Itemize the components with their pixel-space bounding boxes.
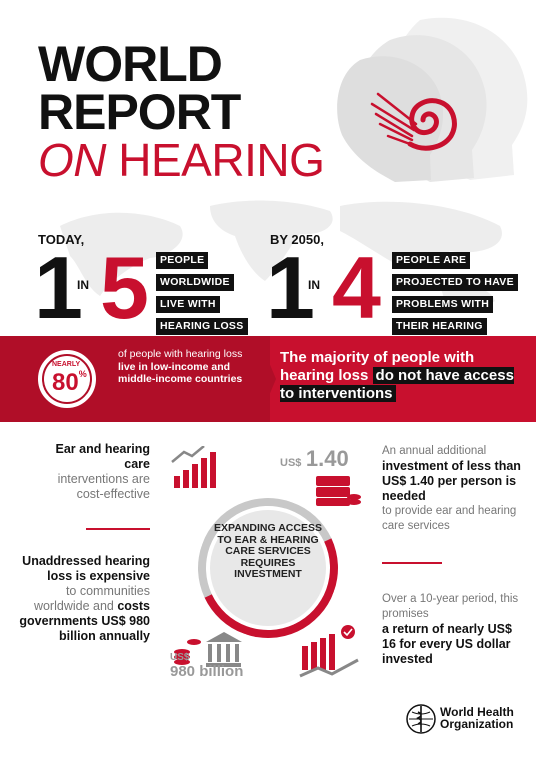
left-block-1-bold: Ear and hearing care (55, 442, 150, 471)
right-amount: US$ 1.40 (280, 446, 349, 472)
today-five: 5 (100, 238, 149, 337)
left-amount: US$ 980 billion (170, 652, 243, 680)
band-left-text: of people with hearing loss live in low-… (118, 348, 256, 386)
red-band-arrow (258, 336, 276, 422)
percent-sign: % (78, 369, 87, 379)
left-block-2-bold-1: Unaddressed hearing loss is expensive (22, 554, 150, 583)
right-block-2-bold: a return of nearly US$ 16 for every US d… (382, 622, 512, 666)
by2050-lead: BY 2050, (270, 232, 324, 247)
today-tag: LIVE WITH (156, 296, 220, 313)
left-block-2-grey: to communities worldwide and (33, 584, 150, 613)
right-block-2: Over a 10-year period, this promises a r… (382, 592, 522, 667)
title-line-3: ON HEARING (38, 134, 325, 186)
title-line-2: REPORT (38, 84, 241, 140)
nearly-label: NEARLY (52, 361, 81, 368)
by2050-tag: PROBLEMS WITH (392, 296, 494, 313)
who-logo-text: World Health Organization (440, 706, 514, 730)
band-right-text: The majority of people with hearing loss… (280, 349, 520, 403)
right-divider (382, 562, 442, 564)
right-block-1: An annual additional investment of less … (382, 444, 522, 534)
money-stack-icon (316, 476, 361, 506)
band-left-plain: of people with hearing loss (118, 348, 243, 360)
left-block-1-grey: interventions are cost-effective (57, 472, 150, 501)
center-text: EXPANDING ACCESS TO EAR & HEARING CARE S… (214, 522, 322, 580)
left-amount-currency: US$ (170, 652, 190, 663)
right-block-1-grey-2: to provide ear and hearing care services (382, 505, 517, 532)
by2050-four: 4 (332, 238, 381, 337)
percent-disc (44, 356, 90, 402)
today-in: IN (77, 278, 89, 292)
percent-ring (38, 350, 96, 408)
growth-chart-icon (171, 446, 216, 488)
percent-number: 80 (52, 369, 79, 396)
coins-bank-icon (174, 632, 242, 667)
right-block-2-grey: Over a 10-year period, this promises (382, 593, 519, 620)
by2050-tag: THEIR HEARING (392, 318, 487, 335)
band-right-plain: The majority of people with hearing loss (280, 349, 475, 384)
title-line-1: WORLD (38, 36, 223, 92)
by2050-tag: PEOPLE ARE (392, 252, 471, 269)
by2050-in: IN (308, 278, 320, 292)
left-block-2-rest: to communities worldwide and costs gover… (8, 584, 150, 644)
title-on: ON (38, 134, 107, 186)
band-left-bold: live in low-income and middle-income cou… (118, 360, 243, 386)
by2050-one: 1 (266, 238, 315, 337)
title-hearing: HEARING (106, 134, 325, 186)
percent-value: 80% (52, 369, 87, 397)
left-amount-value: 980 billion (170, 663, 244, 680)
today-tags: PEOPLE WORLDWIDE LIVE WITH HEARING LOSS (156, 250, 256, 338)
left-block-1: Ear and hearing care interventions are c… (50, 442, 150, 502)
right-block-1-grey-1: An annual additional (382, 445, 487, 457)
by2050-tag: PROJECTED TO HAVE (392, 274, 518, 291)
ear-spiral-icon (370, 92, 457, 151)
today-tag: HEARING LOSS (156, 318, 248, 335)
today-tag: WORLDWIDE (156, 274, 234, 291)
today-lead: TODAY, (38, 232, 85, 247)
center-disc (210, 510, 326, 626)
who-name-line-1: World Health (440, 705, 514, 719)
left-block-2-bold-2: costs governments US$ 980 billion annual… (19, 599, 150, 643)
right-amount-value: 1.40 (305, 446, 349, 471)
today-tag: PEOPLE (156, 252, 209, 269)
right-block-1-bold: investment of less than US$ 1.40 per per… (382, 459, 521, 503)
return-chart-icon (299, 625, 359, 678)
by2050-tags: PEOPLE ARE PROJECTED TO HAVE PROBLEMS WI… (392, 250, 522, 338)
right-amount-currency: US$ (280, 457, 302, 469)
who-emblem-icon (406, 704, 436, 734)
today-one: 1 (34, 238, 83, 337)
who-name-line-2: Organization (440, 717, 514, 731)
head-silhouette-illustration (337, 17, 528, 182)
left-divider (86, 528, 150, 530)
left-block-2: Unaddressed hearing loss is expensive to… (8, 554, 150, 644)
